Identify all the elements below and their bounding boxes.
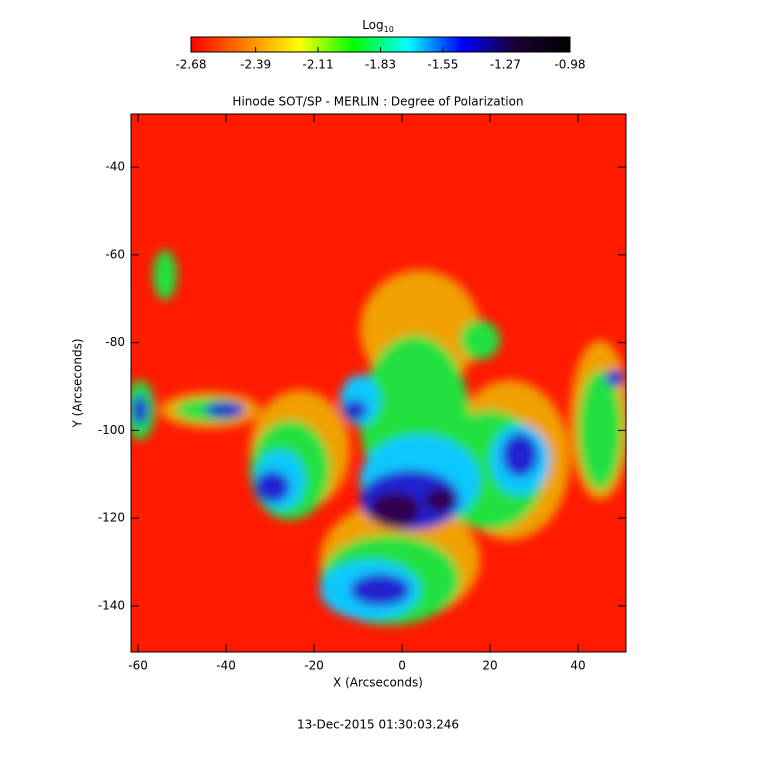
colorbar-tick-label: -2.68 (175, 58, 206, 72)
y-tick-label: -40 (105, 160, 125, 174)
plot-frame (130, 113, 627, 653)
colorbar-tick-label: -1.55 (427, 58, 458, 72)
footer-date: 13-Dec-2015 01:30:03.246 (297, 718, 459, 732)
colorbar-label: Log10 (362, 18, 394, 34)
y-tick-label: -100 (98, 423, 125, 437)
x-tick-label: -40 (216, 659, 236, 673)
x-axis-label: X (Arcseconds) (333, 676, 423, 690)
x-tick-label: -60 (128, 659, 148, 673)
colorbar-tick-label: -2.39 (240, 58, 271, 72)
y-tick-label: -80 (105, 335, 125, 349)
y-axis-label: Y (Arcseconds) (71, 338, 85, 428)
y-tick-label: -140 (98, 598, 125, 612)
x-tick-label: 20 (482, 659, 497, 673)
chart-title: Hinode SOT/SP - MERLIN : Degree of Polar… (232, 95, 523, 109)
colorbar-tick-label: -2.11 (303, 58, 334, 72)
x-tick-label: -20 (304, 659, 324, 673)
colorbar-tick-label: -1.27 (490, 58, 521, 72)
x-tick-label: 0 (398, 659, 406, 673)
y-tick-label: -60 (105, 247, 125, 261)
image-features (131, 250, 626, 625)
y-tick-label: -120 (98, 511, 125, 525)
colorbar-tick-label: -1.83 (365, 58, 396, 72)
image (131, 114, 626, 652)
x-tick-label: 40 (570, 659, 585, 673)
colorbar-tick-label: -0.98 (554, 58, 585, 72)
